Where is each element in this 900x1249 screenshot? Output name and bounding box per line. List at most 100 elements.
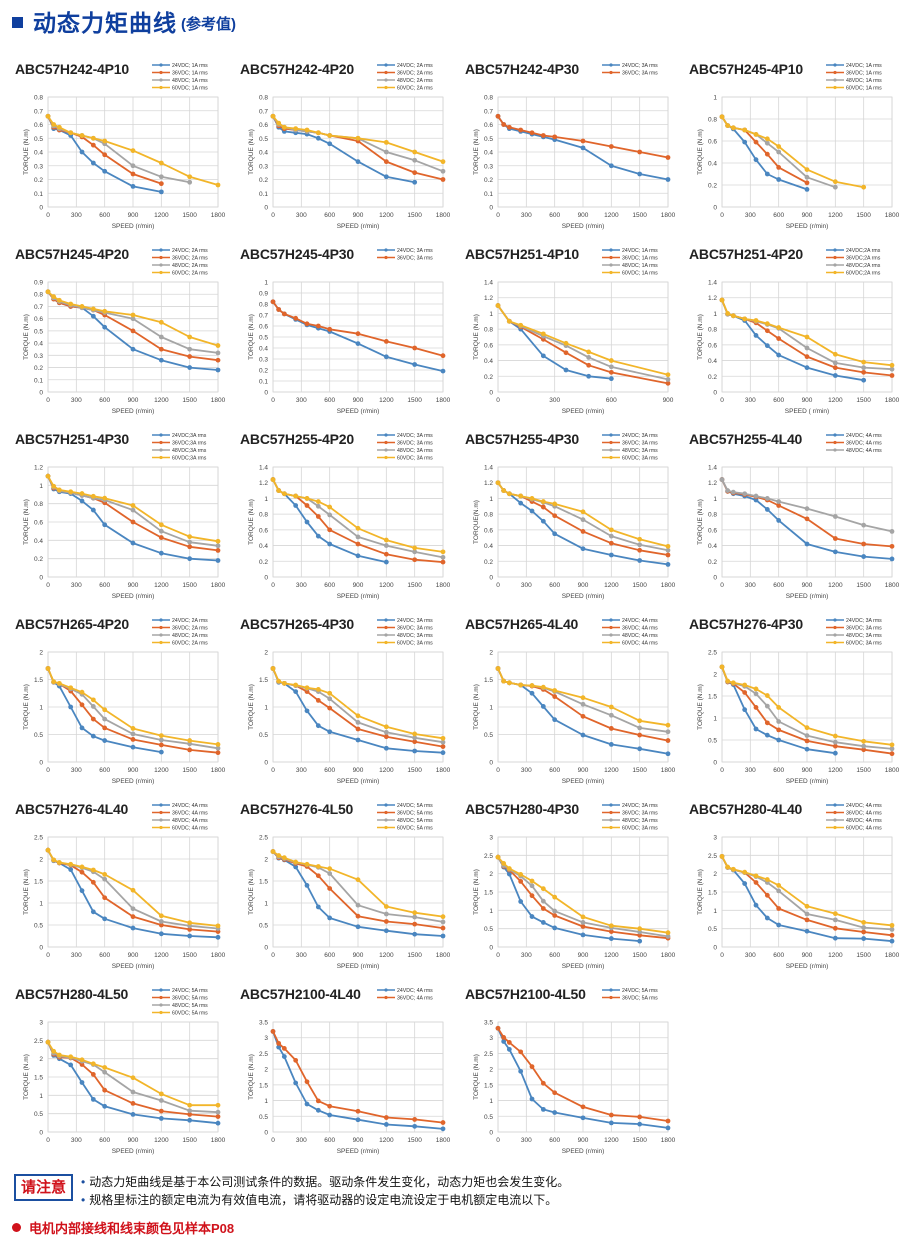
bullet-icon: •: [81, 1193, 86, 1207]
data-point: [580, 529, 586, 534]
y-tick-label: 0.3: [34, 163, 43, 170]
x-axis-label: SPEED (r/min): [337, 1148, 380, 1155]
y-axis-label: TORQUE (N.m): [697, 314, 704, 360]
x-tick-label: 1500: [182, 582, 197, 589]
x-tick-label: 0: [496, 952, 500, 959]
data-point: [764, 915, 770, 921]
data-point: [529, 683, 535, 688]
data-point: [304, 127, 310, 133]
data-point: [753, 686, 759, 692]
y-tick-label: 1: [39, 901, 43, 908]
data-point: [355, 525, 361, 531]
data-point: [506, 866, 512, 871]
x-tick-label: 900: [578, 582, 589, 589]
x-tick-label: 600: [99, 582, 110, 589]
data-point: [130, 148, 136, 154]
x-tick-label: 0: [496, 397, 500, 404]
data-point: [276, 488, 282, 493]
data-point: [665, 380, 671, 386]
y-tick-label: 0.6: [708, 342, 717, 349]
legend-entry: 24VDC; 3A rms: [397, 248, 433, 254]
y-tick-label: 0.7: [34, 304, 43, 311]
x-axis-label: SPEED (r/min): [786, 223, 829, 230]
legend-marker: [384, 78, 388, 82]
data-point: [861, 738, 867, 744]
data-point: [540, 1106, 546, 1112]
data-point: [776, 144, 782, 149]
data-point: [90, 306, 96, 312]
legend-marker: [384, 803, 388, 807]
x-tick-label: 0: [720, 397, 724, 404]
y-tick-label: 0.4: [708, 543, 717, 550]
x-axis-label: SPEED (r/min): [786, 593, 829, 600]
x-tick-label: 1500: [856, 212, 871, 219]
data-point: [552, 531, 558, 537]
data-point: [580, 509, 586, 515]
data-point: [742, 139, 748, 145]
data-point: [540, 898, 546, 904]
data-point: [861, 743, 867, 749]
y-tick-label: 2: [264, 857, 268, 864]
x-tick-label: 1800: [211, 1137, 226, 1144]
y-tick-label: 0.6: [708, 139, 717, 146]
data-point: [130, 171, 136, 177]
torque-chart: 0 0.2 0.4 0.6 0.8 1 1.2 1.4 0 300 600 900 1200 1500 18…: [460, 427, 685, 607]
data-point: [580, 138, 586, 144]
data-point: [383, 174, 389, 180]
data-point: [608, 144, 614, 149]
data-point: [56, 1052, 62, 1058]
legend-marker: [384, 455, 388, 460]
data-point: [327, 866, 333, 872]
data-point: [276, 120, 282, 126]
x-axis-label: SPEED (r/min): [112, 408, 155, 415]
data-point: [281, 855, 287, 861]
data-point: [304, 519, 310, 525]
x-tick-label: 1500: [407, 952, 422, 959]
y-tick-label: 0.3: [34, 353, 43, 360]
x-tick-label: 900: [128, 212, 139, 219]
x-tick-label: 600: [773, 397, 784, 404]
data-point: [540, 704, 546, 709]
data-point: [130, 906, 136, 912]
data-point: [90, 493, 96, 499]
data-point: [665, 729, 671, 735]
data-point: [804, 928, 810, 934]
legend-marker: [833, 640, 837, 645]
data-point: [304, 321, 310, 327]
data-point: [383, 724, 389, 730]
x-axis-label: SPEED (r/min): [786, 963, 829, 970]
data-point: [580, 1104, 586, 1110]
y-tick-label: 1: [489, 311, 493, 318]
x-tick-label: 300: [71, 1137, 82, 1144]
data-point: [518, 493, 524, 499]
data-point: [327, 527, 333, 533]
data-point: [719, 297, 725, 303]
data-point: [776, 922, 782, 928]
data-point: [832, 935, 838, 941]
data-point: [102, 1103, 108, 1109]
y-tick-label: 1.2: [259, 480, 268, 487]
y-tick-label: 0.6: [34, 316, 43, 323]
data-point: [764, 732, 770, 738]
legend-entry: 24VDC; 4A rms: [397, 988, 433, 994]
data-point: [719, 477, 725, 482]
x-tick-label: 900: [353, 952, 364, 959]
data-point: [270, 1029, 276, 1034]
data-point: [304, 861, 310, 867]
y-tick-label: 3: [489, 1035, 493, 1042]
y-tick-label: 0.7: [34, 108, 43, 115]
data-point: [804, 917, 810, 923]
data-point: [355, 713, 361, 719]
data-point: [215, 742, 221, 747]
y-tick-label: 0.5: [484, 136, 493, 143]
chart-svg: 0 0.5 1 1.5 2 2.5 3 0 300 600 900 1200 1500 1800 SPEED…: [23, 988, 226, 1155]
x-tick-label: 900: [578, 767, 589, 774]
data-point: [753, 902, 759, 908]
torque-chart: 0 0.2 0.4 0.6 0.8 1 1.2 1.4 0 300 600 900 1200 1500 18…: [684, 242, 900, 422]
data-point: [861, 522, 867, 528]
y-tick-label: 0.5: [484, 1114, 493, 1121]
y-tick-label: 1.5: [34, 879, 43, 886]
data-point: [412, 910, 418, 916]
data-point: [412, 739, 418, 745]
legend-entry: 60VDC; 5A rms: [397, 826, 433, 832]
